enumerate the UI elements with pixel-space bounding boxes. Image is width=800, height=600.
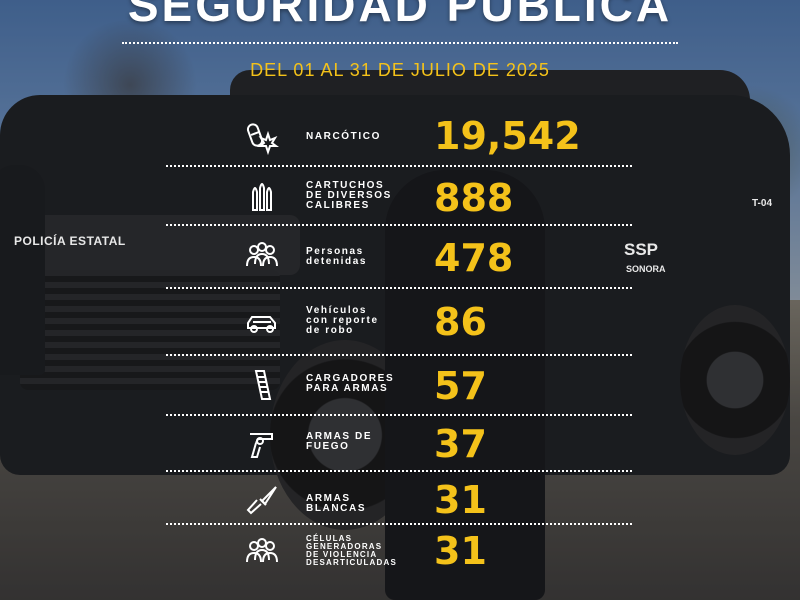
stat-label: CARTUCHOS DE DIVERSOS CALIBRES xyxy=(306,180,392,211)
date-range: DEL 01 AL 31 DE JULIO DE 2025 xyxy=(250,60,550,80)
vehicle-state-label: SONORA xyxy=(626,264,666,274)
row-divider xyxy=(166,287,632,289)
vehicle-police-label: POLICÍA ESTATAL xyxy=(14,234,126,248)
stat-value: 888 xyxy=(434,176,514,220)
row-divider xyxy=(166,224,632,226)
officer-center xyxy=(385,170,545,600)
stat-label: NARCÓTICO xyxy=(306,131,381,142)
row-divider xyxy=(166,470,632,472)
row-divider xyxy=(166,354,632,356)
cartridges-icon xyxy=(244,178,280,214)
stat-value: 86 xyxy=(434,300,487,344)
vehicle-wheel-rear xyxy=(680,305,790,455)
stat-value: 37 xyxy=(434,422,487,466)
stat-label: ARMAS DE FUEGO xyxy=(306,431,373,452)
stat-value: 57 xyxy=(434,364,487,408)
drugs-icon xyxy=(244,120,280,156)
row-divider xyxy=(166,165,632,167)
people-icon xyxy=(244,238,280,274)
vehicle-grille xyxy=(20,270,280,390)
page-title: SEGURIDAD PÚBLICA xyxy=(127,0,673,31)
vehicle-unit-label: T-04 xyxy=(752,198,773,209)
group-icon xyxy=(244,534,280,570)
stat-label: Vehículos con reporte de robo xyxy=(306,305,379,336)
revolver-icon xyxy=(244,426,280,462)
stat-label: CARGADORES PARA ARMAS xyxy=(306,373,395,394)
car-icon xyxy=(244,304,280,340)
stat-value: 19,542 xyxy=(434,114,581,158)
magazine-icon xyxy=(244,368,280,404)
knife-icon xyxy=(244,482,280,518)
row-divider xyxy=(166,523,632,525)
vehicle-agency-label: SSP xyxy=(624,240,659,259)
stat-label: CÉLULAS GENERADORAS DE VIOLENCIA DESARTI… xyxy=(306,534,398,567)
stat-value: 478 xyxy=(434,236,514,280)
stat-label: ARMAS BLANCAS xyxy=(306,493,367,514)
stat-value: 31 xyxy=(434,478,487,522)
officer-left xyxy=(0,165,45,375)
stat-value: 31 xyxy=(434,529,487,573)
row-divider xyxy=(166,414,632,416)
stat-label: Personas detenidas xyxy=(306,246,368,267)
title-divider xyxy=(122,42,678,44)
